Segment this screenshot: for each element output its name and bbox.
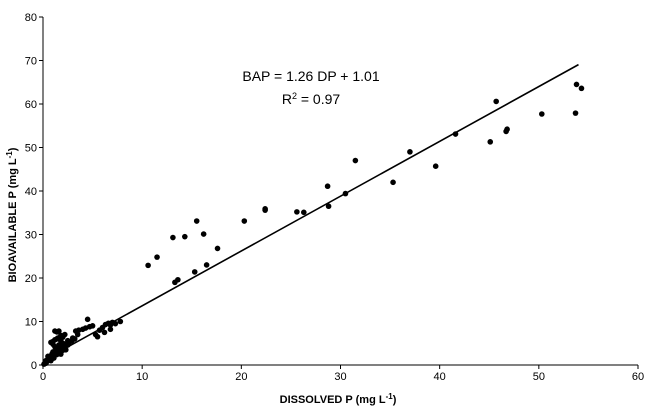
data-point bbox=[487, 139, 494, 145]
regression-line bbox=[42, 63, 579, 362]
data-point bbox=[107, 326, 114, 333]
data-point bbox=[182, 233, 188, 240]
data-point bbox=[94, 333, 101, 340]
y-tick-label: 40 bbox=[25, 186, 37, 198]
y-tick-label: 60 bbox=[25, 99, 37, 111]
data-point bbox=[573, 81, 580, 88]
data-point bbox=[294, 209, 300, 215]
data-point bbox=[572, 110, 579, 116]
x-axis-title: DISSOLVED P (mg L-1) bbox=[280, 392, 397, 406]
data-point bbox=[262, 206, 268, 212]
x-tick-label: 50 bbox=[533, 371, 545, 383]
y-tick-label: 30 bbox=[25, 230, 37, 242]
x-tick-label: 30 bbox=[334, 371, 346, 383]
data-point bbox=[325, 203, 332, 210]
data-point bbox=[84, 316, 91, 323]
data-point bbox=[154, 254, 160, 260]
data-point bbox=[58, 344, 64, 351]
data-point bbox=[539, 111, 545, 117]
x-tick-label: 60 bbox=[632, 371, 644, 383]
y-axis-title: BIOAVAILABLE P (mg L-1) bbox=[5, 147, 19, 282]
data-point bbox=[200, 231, 207, 237]
x-tick-label: 10 bbox=[136, 371, 148, 383]
data-point bbox=[432, 163, 439, 170]
x-tick-label: 40 bbox=[434, 371, 446, 383]
y-tick-label: 70 bbox=[25, 56, 37, 68]
data-point bbox=[193, 218, 200, 224]
data-point bbox=[324, 183, 331, 190]
data-point bbox=[493, 98, 499, 105]
data-point bbox=[64, 337, 71, 344]
plot-area: 0 10 20 30 40 50 60 0 10 20 30 40 50 60 70 80 bbox=[25, 12, 644, 383]
data-points bbox=[41, 81, 585, 367]
data-point bbox=[191, 269, 198, 275]
data-point bbox=[352, 157, 359, 164]
y-ticks: 0 10 20 30 40 50 60 70 80 bbox=[25, 12, 43, 372]
y-tick-label: 20 bbox=[25, 273, 37, 285]
data-point bbox=[69, 335, 76, 341]
regression-equation: BAP = 1.26 DP + 1.01 bbox=[242, 68, 379, 84]
data-point bbox=[89, 323, 96, 329]
data-point bbox=[50, 338, 56, 345]
data-point bbox=[407, 149, 413, 155]
data-point bbox=[55, 335, 61, 341]
data-point bbox=[175, 276, 181, 283]
x-ticks: 0 10 20 30 40 50 60 bbox=[40, 365, 644, 383]
y-tick-label: 0 bbox=[31, 360, 37, 372]
y-tick-label: 80 bbox=[25, 12, 37, 24]
data-point bbox=[52, 343, 58, 350]
data-point bbox=[101, 329, 108, 336]
x-tick-label: 20 bbox=[235, 371, 247, 383]
x-tick-label: 0 bbox=[40, 371, 46, 383]
data-point bbox=[390, 179, 396, 186]
data-point bbox=[60, 333, 66, 340]
data-point bbox=[203, 262, 210, 268]
data-point bbox=[170, 234, 176, 241]
data-point bbox=[145, 262, 151, 269]
data-point bbox=[117, 318, 124, 325]
data-point bbox=[241, 218, 248, 224]
data-point bbox=[56, 328, 62, 334]
data-point bbox=[214, 245, 221, 252]
data-point bbox=[504, 126, 510, 133]
data-point bbox=[301, 209, 307, 216]
y-tick-label: 10 bbox=[25, 317, 37, 329]
data-point bbox=[578, 85, 585, 92]
r-squared-label: R2 = 0.97 bbox=[282, 91, 341, 107]
y-tick-label: 50 bbox=[25, 143, 37, 155]
